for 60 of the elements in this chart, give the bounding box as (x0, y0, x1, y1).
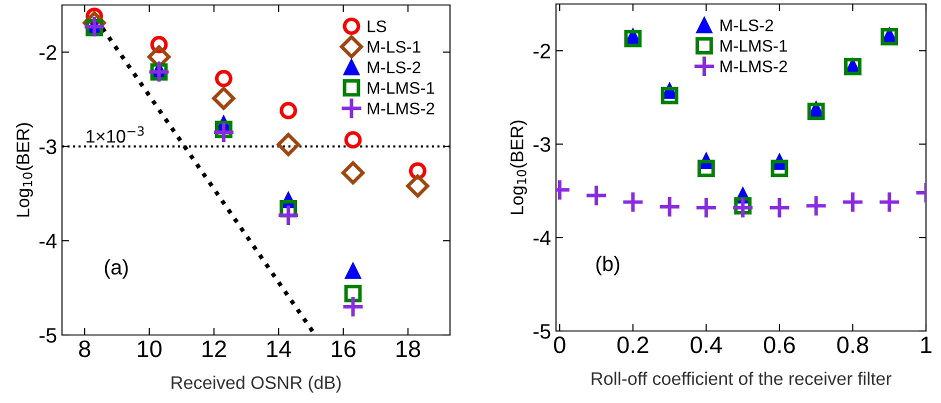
point (214, 70, 232, 88)
point (82, 15, 106, 38)
x-tick-label: 0.4 (690, 336, 722, 354)
x-axis-title: Received OSNR (dB) (172, 376, 341, 393)
point (584, 184, 608, 207)
legend-label: M-LMS-1 (368, 82, 434, 94)
y-tick-label: -2 (534, 44, 550, 58)
x-tick-label: 14 (267, 340, 292, 357)
legend-label: LS (368, 20, 386, 32)
point (344, 284, 362, 302)
legend-label: M-LMS-1 (720, 40, 787, 52)
x-tick-label: 18 (396, 340, 420, 358)
x-tick-label: 1 (921, 336, 932, 353)
x-tick-label: 0.8 (837, 336, 868, 354)
point (406, 174, 430, 198)
point (698, 160, 715, 178)
y-tick-label: -4 (534, 230, 551, 246)
y-tick-label: -4 (40, 234, 57, 248)
y-axis-title: Log$_{10}$(BER) (16, 123, 33, 217)
point (878, 190, 901, 214)
x-tick-label: 8 (79, 340, 90, 358)
point (342, 295, 364, 318)
point (621, 190, 644, 214)
point (768, 196, 791, 220)
legend-label: M-LMS-2 (720, 60, 787, 72)
y-tick-label: -3 (40, 139, 56, 154)
annotation: (a) (104, 259, 128, 279)
point (345, 262, 361, 279)
y-tick-label: -5 (40, 328, 56, 343)
point (212, 120, 236, 144)
point (841, 190, 864, 214)
point (276, 204, 300, 227)
point (660, 86, 678, 104)
x-tick-label: 16 (332, 340, 356, 358)
point (341, 161, 365, 184)
annotation: (b) (596, 256, 620, 276)
legend-label: M-LS-1 (368, 40, 420, 53)
point (276, 132, 300, 156)
y-tick-label: -3 (534, 137, 550, 152)
y-axis-title: Log$_{10}$(BER) (510, 120, 527, 214)
y-tick-label: -5 (534, 324, 550, 339)
x-tick-label: 0.6 (764, 336, 795, 354)
point (770, 160, 788, 178)
x-tick-label: 12 (202, 340, 226, 357)
point (344, 131, 362, 149)
legend-label: M-LS-2 (368, 62, 420, 74)
x-tick-label: 0.2 (617, 336, 648, 354)
legend-label: M-LS-2 (720, 19, 774, 32)
point (212, 86, 236, 110)
y-tick-label: -2 (40, 45, 56, 60)
ref-line-label: 1×10$^{−3}$ (86, 126, 144, 143)
x-tick-label: 10 (138, 340, 162, 358)
point (804, 194, 828, 218)
legend-label: M-LMS-2 (368, 102, 434, 114)
point (280, 102, 298, 120)
x-axis-title: Roll-off coefficient of the receiver filter (592, 372, 892, 386)
point (731, 196, 754, 220)
point (694, 196, 718, 220)
x-tick-label: 0 (554, 336, 566, 354)
point (658, 195, 682, 218)
